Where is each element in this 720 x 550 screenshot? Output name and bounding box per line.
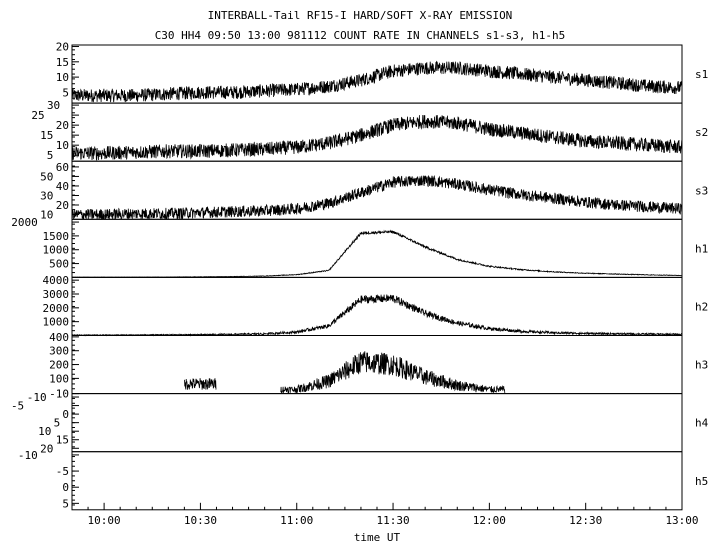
x-tick-label: 13:00 [665, 514, 698, 527]
y-tick-label: 40 [56, 180, 69, 193]
x-tick-label: 11:00 [280, 514, 313, 527]
y-tick-label: 5 [62, 497, 69, 510]
y-tick-label: -5 [11, 400, 24, 413]
panel-frame [71, 451, 683, 511]
y-tick-label: 20 [40, 442, 53, 455]
series-h3 [184, 351, 506, 394]
series-s2 [71, 114, 683, 161]
chart-title: INTERBALL-Tail RF15-I HARD/SOFT X-RAY EM… [208, 9, 513, 22]
y-tick-label: 0 [62, 408, 69, 421]
x-tick-label: 10:30 [184, 514, 217, 527]
y-tick-label: 25 [31, 109, 44, 122]
y-tick-label: 15 [40, 129, 53, 142]
channel-label: h1 [695, 242, 708, 255]
y-tick-label: 20 [56, 119, 69, 132]
x-tick-label: 11:30 [376, 514, 409, 527]
channel-label: s1 [695, 68, 708, 81]
y-tick-label: 300 [49, 345, 69, 358]
y-tick-label: 1000 [43, 316, 70, 329]
panel-frame [71, 276, 683, 336]
channel-label: h4 [695, 417, 709, 430]
y-tick-label: 50 [40, 170, 53, 183]
y-tick-label: 10 [38, 425, 51, 438]
y-tick-label: -10 [18, 449, 38, 462]
x-tick-label: 10:00 [88, 514, 121, 527]
y-tick-label: 1000 [43, 244, 70, 257]
y-tick-label: 100 [49, 372, 69, 385]
y-tick-label: 200 [49, 359, 69, 372]
y-tick-label: 30 [40, 189, 53, 202]
x-axis: 10:00 10:30 11:00 11:30 12:00 12:30 13:00 [71, 502, 699, 527]
series-s3 [71, 175, 683, 221]
panel-frame [71, 160, 683, 220]
y-tick-label: 500 [49, 258, 69, 271]
y-tick-label: 10 [56, 139, 69, 152]
channel-label: s2 [695, 126, 708, 139]
channel-label: s3 [695, 184, 708, 197]
y-tick-label: 2000 [43, 302, 70, 315]
panel-frame [71, 218, 683, 278]
y-tick-label: 1500 [43, 230, 70, 243]
y-tick-label: 30 [47, 99, 60, 112]
y-tick-label: 15 [56, 56, 69, 69]
y-tick-label: 15 [56, 434, 69, 447]
panel-frame [71, 335, 683, 395]
series-h1 [72, 229, 683, 278]
y-tick-label: 5 [47, 149, 54, 162]
x-axis-label: time UT [354, 531, 401, 544]
panel-s1: 20 15 10 5 s1 [56, 41, 708, 104]
series-h2 [71, 294, 683, 337]
panel-frame [71, 393, 683, 453]
x-tick-label: 12:30 [569, 514, 602, 527]
y-tick-label: 400 [49, 331, 69, 344]
chart-subtitle: C30 HH4 09:50 13:00 981112 COUNT RATE IN… [155, 29, 566, 42]
x-tick-label: 12:00 [473, 514, 506, 527]
y-tick-label: 10 [56, 71, 69, 84]
y-tick-label: 20 [56, 41, 69, 54]
y-tick-label: 10 [40, 209, 53, 222]
series-s1 [71, 60, 683, 103]
y-tick-label: 2000 [11, 216, 38, 229]
y-tick-label: 4000 [43, 274, 70, 287]
y-tick-label: 60 [56, 161, 69, 174]
y-tick-label: 5 [62, 86, 69, 99]
panel-h5: -10 -5 0 5 h5 [18, 449, 708, 510]
y-tick-label: 0 [62, 481, 69, 494]
channel-label: h5 [695, 475, 708, 488]
y-tick-label: 3000 [43, 288, 70, 301]
panels: 2015105s130252015105s2605040302010s32000… [11, 41, 709, 511]
y-tick-label: 5 [54, 417, 61, 430]
channel-label: h2 [695, 300, 708, 313]
y-tick-label: 20 [56, 199, 69, 212]
y-tick-label: -5 [56, 465, 69, 478]
y-tick-label: -10 [49, 388, 69, 401]
y-tick-label: -10 [27, 391, 47, 404]
channel-label: h3 [695, 359, 708, 372]
